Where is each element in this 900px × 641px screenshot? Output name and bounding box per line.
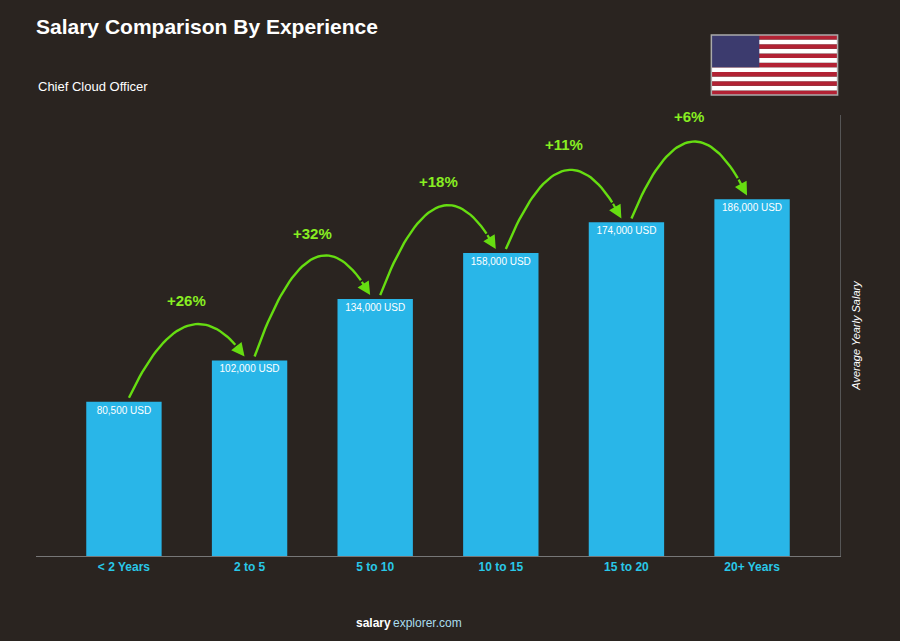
svg-text:+11%: +11%: [545, 136, 583, 153]
svg-text:salary: salary: [356, 616, 391, 630]
svg-text:Average Yearly Salary: Average Yearly Salary: [850, 280, 862, 391]
svg-text:Salary Comparison By Experienc: Salary Comparison By Experience: [36, 15, 378, 38]
svg-text:+6%: +6%: [674, 108, 704, 125]
svg-text:5 to 10: 5 to 10: [356, 560, 394, 574]
svg-text:10 to 15: 10 to 15: [478, 560, 523, 574]
svg-text:explorer.com: explorer.com: [393, 616, 462, 630]
svg-text:158,000 USD: 158,000 USD: [471, 256, 531, 267]
svg-text:+26%: +26%: [167, 292, 206, 309]
svg-text:< 2 Years: < 2 Years: [98, 560, 150, 574]
svg-text:Chief Cloud Officer: Chief Cloud Officer: [38, 79, 148, 94]
svg-text:134,000 USD: 134,000 USD: [345, 302, 405, 313]
svg-text:+18%: +18%: [419, 173, 458, 190]
svg-text:80,500 USD: 80,500 USD: [97, 405, 151, 416]
svg-text:15 to 20: 15 to 20: [604, 560, 649, 574]
svg-text:2 to 5: 2 to 5: [234, 560, 266, 574]
svg-text:102,000 USD: 102,000 USD: [220, 363, 280, 374]
svg-text:186,000 USD: 186,000 USD: [722, 202, 782, 213]
svg-text:+32%: +32%: [293, 225, 332, 242]
svg-text:174,000 USD: 174,000 USD: [596, 225, 656, 236]
svg-text:20+ Years: 20+ Years: [724, 560, 780, 574]
